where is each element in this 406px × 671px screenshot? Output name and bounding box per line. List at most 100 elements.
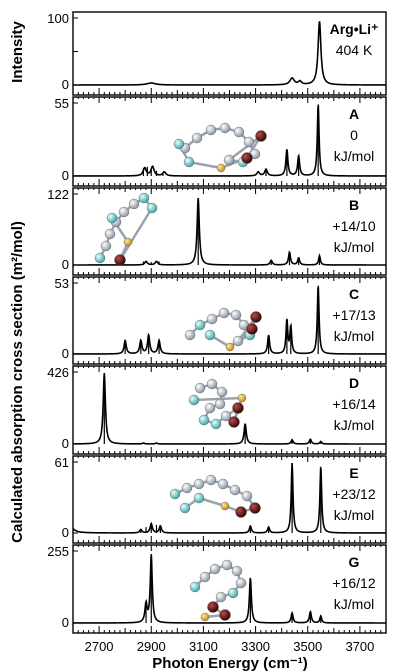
molecule-atom [184, 329, 196, 341]
x-tick-label: 3700 [345, 639, 374, 654]
molecule-atom [241, 490, 253, 502]
molecule-atom [215, 591, 227, 603]
y-tick-label-max: 55 [55, 96, 69, 111]
x-tick-label: 3300 [241, 639, 270, 654]
panel-label-line: +14/10 [332, 218, 375, 234]
panel-label-line: kJ/mol [334, 417, 374, 433]
y-axis-title-intensity: Intensity [9, 21, 26, 83]
spectrum-panel-g: 255 0 G +16/12 kJ/mol [47, 544, 387, 634]
molecule-atom [223, 154, 235, 166]
molecule-atom [210, 418, 222, 430]
molecule-atom [193, 492, 205, 504]
molecule-atom [220, 410, 232, 422]
molecule-atom [237, 393, 247, 403]
y-axis-title-cross-section: Calculated absorption cross section (m²/… [9, 221, 26, 543]
panel-label: A 0 kJ/mol [334, 106, 374, 164]
x-tick-label: 3500 [293, 639, 322, 654]
molecule-atom [128, 198, 140, 210]
molecule-atom [204, 402, 216, 414]
molecule-atom [207, 601, 219, 613]
panel-label-title: Arg•Li⁺ [330, 21, 379, 37]
molecule-atom [206, 378, 218, 390]
molecule-atom [114, 254, 126, 266]
panel-label-title: C [349, 286, 359, 302]
molecule-atom [225, 342, 235, 352]
molecule-atom [206, 313, 218, 325]
molecule-atom [194, 382, 206, 394]
molecule-atom [231, 565, 243, 577]
x-tick-label: 2900 [137, 639, 166, 654]
molecule-atom [219, 609, 231, 621]
panel-label-line: +23/12 [332, 486, 375, 502]
molecule-atom [138, 192, 150, 204]
spectrum-trace [72, 372, 386, 445]
panel-label-title: E [349, 465, 358, 481]
molecule-atom [198, 414, 210, 426]
panel-label: E +23/12 kJ/mol [332, 465, 375, 523]
molecule-atom [235, 506, 247, 518]
molecule-atom [243, 136, 255, 148]
molecule-atom [205, 474, 217, 486]
molecule-structure [184, 307, 262, 352]
spectrum-panel-exp: 100 0 Arg•Li⁺ 404 K [47, 11, 387, 96]
spectrum-panel-a: 55 0 A 0 kJ/mol [55, 96, 387, 187]
molecule-atom [94, 252, 106, 264]
panel-label: C +17/13 kJ/mol [332, 286, 375, 344]
y-tick-label-zero: 0 [62, 615, 69, 630]
molecule-bond [188, 160, 222, 170]
y-tick-label-max: 426 [47, 365, 69, 380]
molecule-atom [173, 138, 185, 150]
panel-frame [72, 96, 387, 187]
molecule-atom [217, 478, 229, 490]
spectrum-trace [73, 198, 386, 266]
x-axis-title: Photon Energy (cm⁻¹) [152, 655, 307, 671]
molecule-atom [118, 206, 130, 218]
molecule-atom [219, 122, 231, 134]
molecule-atom [216, 386, 228, 398]
molecule-atom [189, 581, 201, 593]
molecule-atom [204, 329, 216, 341]
molecule-structure [188, 378, 247, 430]
y-tick-label-zero: 0 [62, 346, 69, 361]
molecule-atom [104, 228, 116, 240]
y-tick-label-max: 122 [47, 187, 69, 202]
molecule-structure [169, 474, 261, 518]
molecule-atom [227, 587, 239, 599]
molecule-atom [230, 309, 242, 321]
x-tick-label: 3100 [189, 639, 218, 654]
molecule-structure [94, 192, 158, 266]
y-tick-label-zero: 0 [62, 436, 69, 451]
panel-label-line: kJ/mol [334, 148, 374, 164]
panel-label-line: +16/12 [332, 575, 375, 591]
spectrum-panel-d: 426 0 D +16/14 kJ/mol [47, 365, 387, 455]
molecule-atom [255, 130, 267, 142]
molecule-atom [169, 488, 181, 500]
molecule-atom [214, 398, 226, 410]
molecule-atom [232, 335, 244, 347]
spectrum-trace [72, 463, 386, 534]
molecule-atom [249, 502, 261, 514]
y-tick-label-zero: 0 [62, 525, 69, 540]
y-tick-label-max: 255 [47, 544, 69, 559]
panel-label: B +14/10 kJ/mol [332, 197, 375, 255]
molecule-bond [118, 207, 154, 261]
y-tick-label-max: 53 [55, 276, 69, 291]
molecule-atom [229, 484, 241, 496]
spectrum-trace [73, 21, 386, 86]
molecule-atom [209, 563, 221, 575]
panel-label: Arg•Li⁺ 404 K [330, 21, 379, 58]
molecule-atom [232, 402, 244, 414]
y-tick-label-max: 100 [47, 11, 69, 26]
panel-label-title: B [349, 197, 359, 213]
y-tick-label-zero: 0 [62, 77, 69, 92]
panel-label-line: kJ/mol [334, 328, 374, 344]
molecule-atom [100, 240, 112, 252]
spectrum-trace [72, 105, 386, 177]
molecule-atom [233, 126, 245, 138]
molecule-atom [241, 152, 253, 164]
molecule-atom [188, 394, 200, 406]
molecule-atom [235, 577, 247, 589]
molecule-structure [173, 122, 267, 173]
molecule-atom [191, 132, 203, 144]
molecule-atom [194, 319, 206, 331]
